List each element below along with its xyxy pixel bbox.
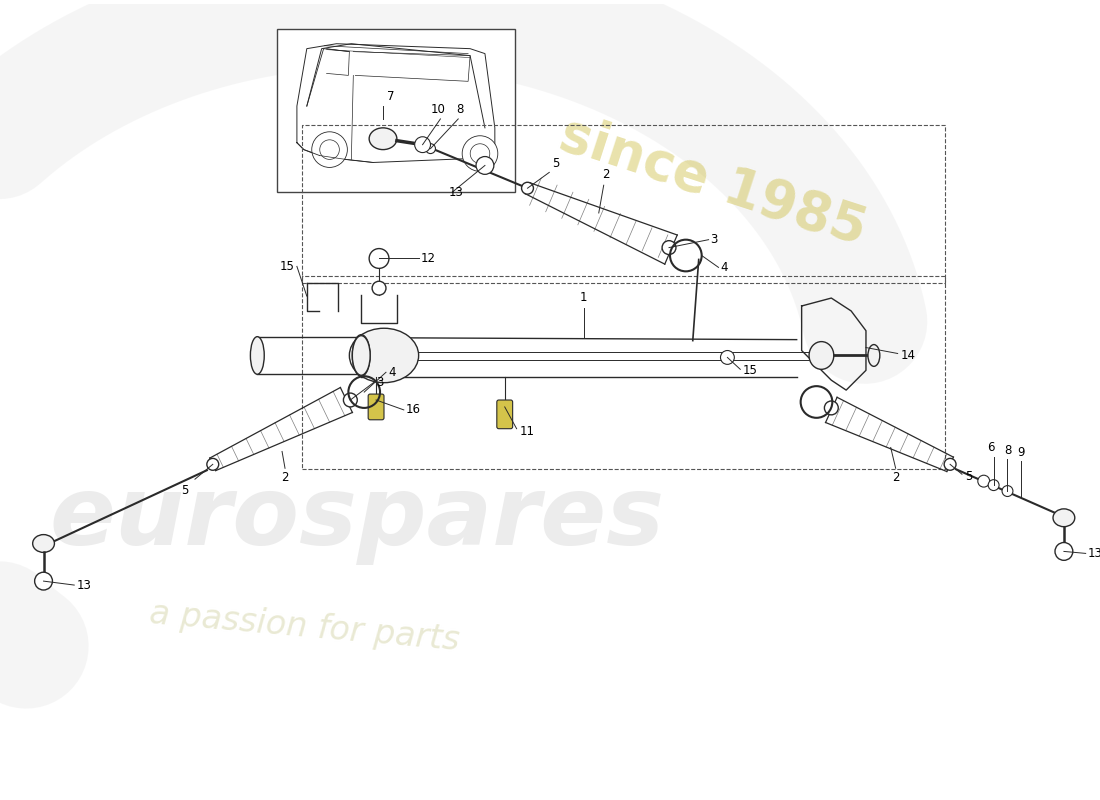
- Text: 7: 7: [387, 90, 395, 103]
- Text: 6: 6: [987, 442, 994, 454]
- Circle shape: [720, 350, 735, 364]
- Text: 12: 12: [420, 252, 436, 265]
- Circle shape: [978, 475, 990, 487]
- Text: 1: 1: [580, 291, 587, 304]
- Circle shape: [462, 136, 498, 171]
- Ellipse shape: [370, 128, 397, 150]
- Text: 15: 15: [742, 364, 757, 377]
- Text: a passion for parts: a passion for parts: [148, 598, 461, 658]
- Circle shape: [311, 132, 348, 167]
- Text: 5: 5: [552, 158, 560, 170]
- Text: 5: 5: [965, 470, 972, 482]
- Text: 8: 8: [1004, 445, 1011, 458]
- Ellipse shape: [1053, 509, 1075, 526]
- Text: 13: 13: [1088, 547, 1100, 560]
- Ellipse shape: [251, 337, 264, 374]
- Text: 13: 13: [76, 578, 91, 591]
- Ellipse shape: [810, 342, 834, 370]
- Text: 3: 3: [376, 376, 384, 389]
- Circle shape: [1055, 542, 1072, 560]
- Circle shape: [944, 458, 956, 470]
- Text: 15: 15: [280, 260, 295, 273]
- Text: 11: 11: [519, 425, 535, 438]
- Text: 16: 16: [406, 403, 421, 416]
- FancyBboxPatch shape: [497, 400, 513, 429]
- FancyBboxPatch shape: [368, 394, 384, 420]
- Text: 13: 13: [449, 186, 463, 198]
- Text: 2: 2: [892, 471, 900, 484]
- Text: 10: 10: [431, 103, 446, 116]
- Circle shape: [207, 458, 219, 470]
- Text: eurospares: eurospares: [50, 472, 664, 566]
- Circle shape: [426, 144, 436, 154]
- Text: 4: 4: [720, 261, 728, 274]
- Circle shape: [372, 282, 386, 295]
- Circle shape: [662, 241, 675, 254]
- Text: 3: 3: [711, 233, 718, 246]
- Ellipse shape: [352, 336, 370, 375]
- Ellipse shape: [352, 334, 370, 376]
- Circle shape: [320, 140, 340, 159]
- Text: 5: 5: [182, 484, 189, 497]
- Text: 9: 9: [1018, 446, 1025, 459]
- Circle shape: [343, 393, 358, 407]
- Ellipse shape: [33, 534, 54, 553]
- Circle shape: [415, 137, 430, 153]
- Text: 2: 2: [282, 471, 289, 484]
- Circle shape: [370, 249, 389, 268]
- Text: since 1985: since 1985: [553, 108, 872, 256]
- Text: 14: 14: [901, 349, 915, 362]
- Ellipse shape: [868, 345, 880, 366]
- Text: 4: 4: [388, 366, 396, 378]
- Text: 2: 2: [602, 168, 609, 182]
- Text: 8: 8: [456, 103, 464, 116]
- Circle shape: [521, 182, 534, 194]
- Ellipse shape: [350, 328, 419, 382]
- FancyBboxPatch shape: [277, 29, 515, 192]
- Circle shape: [988, 480, 999, 490]
- Circle shape: [824, 401, 838, 415]
- Circle shape: [1002, 486, 1013, 497]
- Circle shape: [470, 144, 490, 163]
- Circle shape: [476, 157, 494, 174]
- Circle shape: [34, 572, 53, 590]
